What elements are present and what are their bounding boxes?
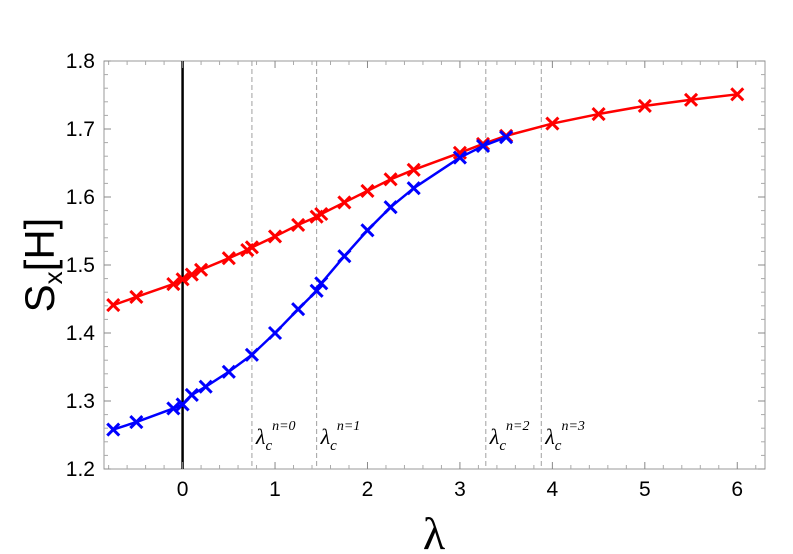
data-point [198,379,213,394]
data-point [291,217,306,232]
data-point [194,262,209,277]
data-point [175,272,190,287]
data-point [591,106,606,122]
svg-text:Sx[H]: Sx[H] [16,218,68,313]
y-tick-label: 1.8 [66,50,95,73]
data-point [637,98,652,113]
x-tick-label: 3 [454,478,466,501]
series-layer [106,87,745,437]
data-point [221,364,236,379]
data-point [184,267,199,282]
x-axis-label: λ [423,508,446,554]
x-tick-label: 4 [547,478,559,501]
data-point [166,276,181,292]
data-point [106,298,121,313]
data-point [129,415,144,430]
critical-label-0: λcn=0 [255,419,296,454]
data-point [383,200,398,215]
data-point [360,183,375,198]
x-tick-label: 1 [269,478,281,501]
data-point [337,195,352,210]
data-point [406,181,421,196]
y-tick-label: 1.7 [66,118,95,141]
data-point [314,276,329,291]
data-point [267,229,283,244]
y-axis-label-tail: [H] [16,218,63,272]
y-axis-label-main: S [16,284,63,312]
y-tick-label: 1.2 [66,458,95,481]
data-point [314,206,329,222]
y-axis-label: Sx[H] [16,218,68,313]
data-point [337,249,352,264]
data-point [244,240,259,255]
data-point [475,138,491,154]
y-tick-label: 1.4 [66,322,96,345]
data-point [166,401,181,416]
data-point [267,325,283,341]
data-point [129,289,144,305]
critical-lines: λcn=0 λcn=1 λcn=2 λcn=3 [251,61,585,469]
data-point [683,92,699,107]
y-tick-label: 1.3 [66,390,95,413]
x-tick-label: 5 [639,478,651,501]
data-point [545,116,560,131]
critical-label-1: λcn=1 [320,419,361,454]
x-tick-label: 2 [362,478,374,501]
data-point [309,283,324,298]
x-tick-label: 6 [731,478,743,501]
data-point [499,130,514,145]
data-point [184,387,199,402]
axis-ticks: 0 1 2 3 4 5 6 1.2 1.3 1.4 1.5 1.6 1.7 1.8 [66,50,765,501]
y-tick-label: 1.6 [66,186,95,209]
data-point [383,172,398,187]
critical-label-3: λcn=3 [544,419,585,454]
y-axis-label-sub: x [38,271,68,284]
data-point [360,223,375,238]
x-tick-label: 0 [177,478,189,501]
data-point [106,422,121,437]
data-point [730,87,745,102]
data-point [406,162,421,177]
data-point [291,302,306,317]
data-point [221,251,236,266]
plot-frame [103,60,766,470]
y-tick-label: 1.5 [66,254,95,277]
critical-label-2: λcn=2 [489,419,530,454]
data-point [244,347,259,362]
data-point [452,150,467,165]
